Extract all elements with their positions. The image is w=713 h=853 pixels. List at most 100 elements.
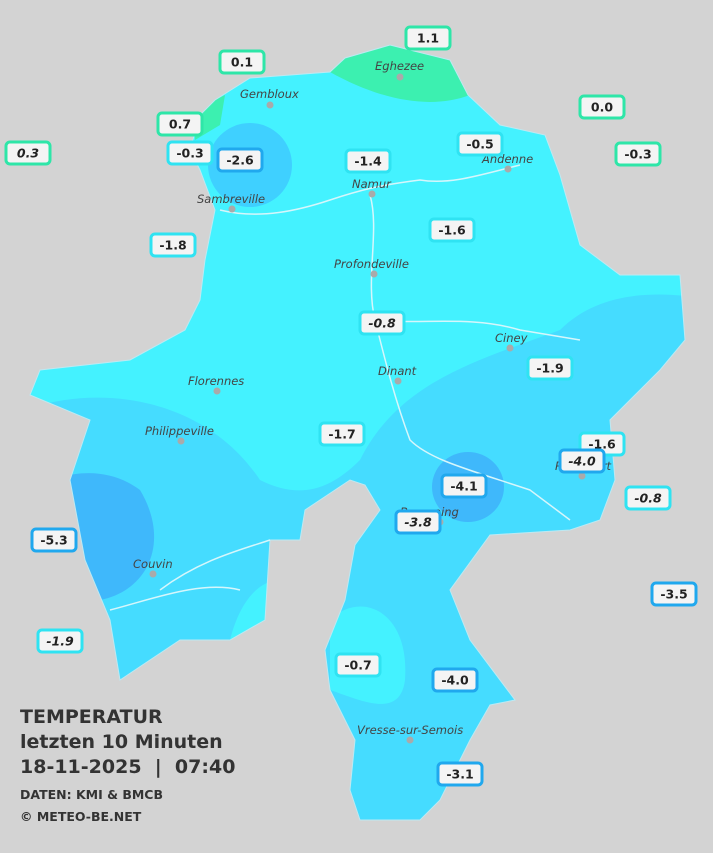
city-dot [394,377,402,385]
station: -0.5 [456,131,504,157]
station-box [624,485,672,511]
city-dot [506,344,514,352]
station-value: -1.4 [354,154,382,169]
city-name: Ciney [495,331,528,345]
source: DATEN: KMI & BMCB [20,787,163,802]
station: -1.6 [428,217,476,243]
city-dot [406,736,414,744]
subtitle: letzten 10 Minuten [20,731,223,753]
station-value: -3.1 [446,767,473,782]
station-value: -0.3 [624,147,651,162]
station: -0.8 [358,310,406,336]
station-box [218,49,266,75]
station-box [614,141,662,167]
city-dot [504,165,512,173]
station-value: -1.9 [536,361,563,376]
city-name: Sambreville [197,192,265,206]
station-box [394,509,442,535]
city-name: Gembloux [240,87,299,101]
station-box [436,761,484,787]
station-box [156,111,204,137]
stations: 1.1 0.1 0.7 -0.3 -2.6 0.3 0.0 -0.5 -0.3 -1.4 -1.6 -… [4,25,698,787]
city-name: Namur [352,177,392,191]
station-box [344,148,392,174]
station: 0.1 [218,49,266,75]
station-box [149,232,197,258]
station-box [578,94,626,120]
station: -4.1 [440,473,488,499]
station-value: 0.0 [591,100,613,115]
station-box [216,147,264,173]
city-dot [370,270,378,278]
city-dot [213,387,221,395]
city-dot [396,73,404,81]
station: -0.8 [624,485,672,511]
station-box [650,581,698,607]
rivers [109,164,581,611]
station: -0.3 [166,140,214,166]
station-value: -0.8 [634,491,662,506]
station-value: -1.9 [46,634,74,649]
city-dot [578,472,586,480]
station-value: -0.8 [368,316,396,331]
station: -4.0 [558,448,606,474]
station-value: -0.5 [466,137,493,152]
city-name: Florennes [188,374,244,388]
station-box [428,217,476,243]
station: -1.7 [318,421,366,447]
station-box [558,448,606,474]
station-value: -1.8 [159,238,186,253]
station-box [431,667,479,693]
city-dot [228,205,236,213]
station-box [526,355,574,381]
datetime: 18-11-2025 | 07:40 [20,756,235,778]
station-box [456,131,504,157]
station: 0.0 [578,94,626,120]
station: -0.3 [614,141,662,167]
station-box [440,473,488,499]
city-name: Dinant [378,364,417,378]
city-dot [266,101,274,109]
city-dot [149,570,157,578]
city-dot [177,437,185,445]
station-value: -4.0 [441,673,469,688]
station: -3.5 [650,581,698,607]
city-name: Philippeville [145,424,214,438]
station: -1.8 [149,232,197,258]
station-value: -3.8 [404,515,432,530]
station-value: -2.6 [226,153,254,168]
city-name: Couvin [133,557,173,571]
station-value: -4.1 [450,479,477,494]
station-value: 0.1 [231,55,253,70]
station: 0.3 [4,140,52,166]
station: -1.9 [526,355,574,381]
station-value: 1.1 [417,31,439,46]
station-value: -3.5 [660,587,687,602]
station: -0.7 [334,652,382,678]
station-box [318,421,366,447]
station: -4.0 [431,667,479,693]
station-value: 0.7 [169,117,191,132]
station: 0.7 [156,111,204,137]
station-value: -5.3 [40,533,67,548]
station-value: -1.7 [328,427,355,442]
station: -1.9 [36,628,84,654]
city-name: Vresse-sur-Semois [357,723,463,737]
station-box [4,140,52,166]
copyright: © METEO-BE.NET [20,809,142,824]
city-name: Profondeville [334,257,409,271]
city-name: Eghezee [375,59,424,73]
city-dot [368,190,376,198]
station-value: -0.7 [344,658,371,673]
station: -1.4 [344,148,392,174]
station-value: -4.0 [568,454,596,469]
station: -5.3 [30,527,78,553]
station: -3.8 [394,509,442,535]
station: -2.6 [216,147,264,173]
station-box [334,652,382,678]
station-box [404,25,452,51]
station-value: -0.3 [176,146,203,161]
station: -3.1 [436,761,484,787]
title: TEMPERATUR [20,706,163,728]
